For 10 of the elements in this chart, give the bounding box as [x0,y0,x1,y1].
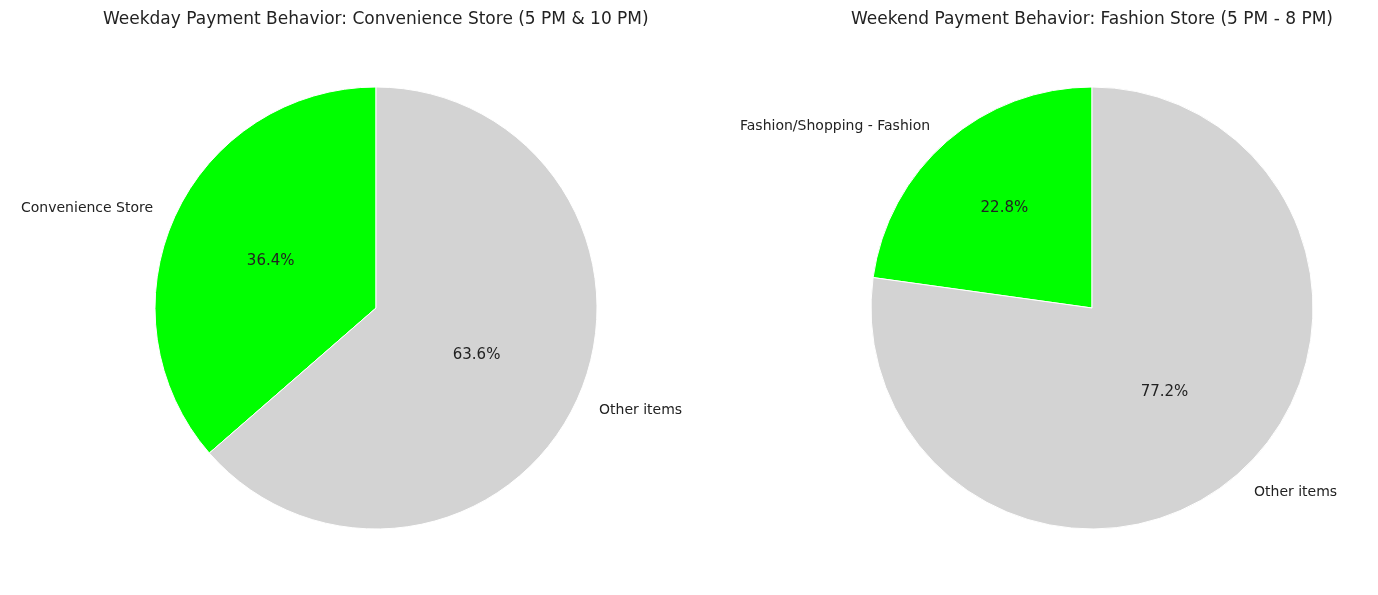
chart-title: Weekday Payment Behavior: Convenience Store (5 PM & 10 PM) [103,8,649,28]
slice-label: Fashion/Shopping - Fashion [740,117,931,133]
data-label: 63.6% [452,344,501,363]
slice-label: Convenience Store [21,199,154,215]
chart-title: Weekend Payment Behavior: Fashion Store (5 PM - 8 PM) [851,8,1333,28]
data-label: 22.8% [980,198,1029,217]
slice-label: Other items [599,401,683,417]
slice-label: Other items [1254,483,1338,499]
data-label: 36.4% [246,251,295,270]
data-label: 77.2% [1140,382,1189,401]
